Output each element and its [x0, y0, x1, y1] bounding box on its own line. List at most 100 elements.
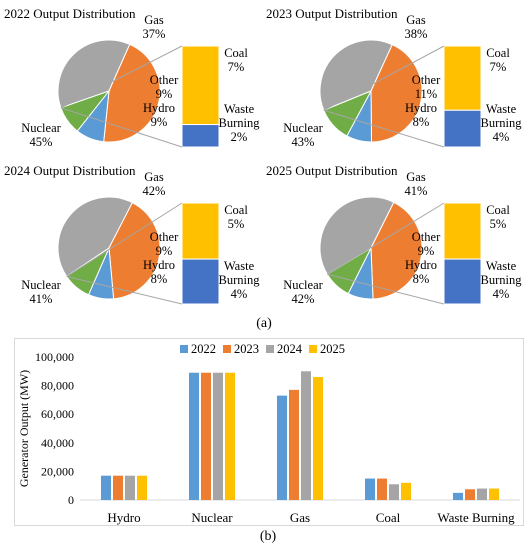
pie-slice-gas: [57, 39, 131, 109]
chart-title: 2025 Output Distribution: [266, 163, 398, 178]
bar-coal-2022: [365, 478, 375, 500]
pie-slice-gas: [57, 196, 133, 278]
bar-nuclear-2024: [213, 372, 223, 500]
slice-label-nuclear: Nuclear 43%: [283, 121, 323, 149]
slice-label-gas: Gas 42%: [142, 170, 166, 198]
breakout-bar-coal: [443, 45, 482, 111]
breakout-label-waste-burning: Waste Burning 2%: [218, 102, 260, 144]
slice-label-other: Other 11%: [411, 73, 441, 101]
connector-line: [60, 107, 183, 148]
bar-coal-2025: [401, 482, 411, 500]
pie-chart-2022: 2022 Output Distribution Gas 37% Nuclear 45…: [4, 6, 259, 161]
bar-gas-2023: [289, 389, 299, 500]
pie-svg: [319, 196, 482, 305]
y-tick-label: 0: [68, 493, 74, 507]
legend-label-2022: 2022: [191, 342, 216, 356]
connector-line: [327, 273, 445, 305]
legend-swatch-2022: [180, 345, 188, 353]
slice-label-hydro: Hydro 8%: [143, 258, 175, 286]
slice-label-nuclear: Nuclear 42%: [283, 278, 323, 306]
bar-waste-burning-2022: [453, 492, 463, 500]
connector-line: [66, 202, 183, 277]
slice-label-other: Other 9%: [149, 230, 179, 258]
breakout-bar-waste-burning: [181, 258, 220, 305]
bar-waste-burning-2023: [465, 489, 475, 500]
x-tick-label: Hydro: [107, 510, 140, 525]
breakout-bar-waste-burning: [443, 109, 482, 148]
breakout-bar-waste-burning: [443, 258, 482, 305]
pie-chart-2023: 2023 Output Distribution Gas 38% Nuclear 43…: [266, 6, 521, 161]
y-tick-label: 40,000: [41, 436, 74, 450]
legend-swatch-2024: [266, 345, 274, 353]
slice-label-hydro: Hydro 8%: [405, 258, 437, 286]
caption-a: (a): [256, 316, 272, 331]
pie-svg: [57, 39, 220, 148]
breakout-label-waste-burning: Waste Burning 4%: [480, 259, 522, 301]
breakout-label-coal: Coal 7%: [486, 46, 510, 74]
connector-line: [66, 276, 183, 305]
slice-label-other: Other 9%: [149, 73, 179, 101]
x-tick-label: Coal: [376, 510, 401, 525]
x-tick-label: Waste Burning: [437, 510, 515, 525]
y-tick-label: 80,000: [41, 379, 74, 393]
slice-label-nuclear: Nuclear 41%: [21, 278, 61, 306]
bar-gas-2025: [313, 377, 323, 500]
chart-title: 2023 Output Distribution: [266, 6, 398, 21]
pie-svg: [57, 196, 220, 305]
slice-label-nuclear: Nuclear 45%: [21, 121, 61, 149]
slice-label-other: Other 9%: [411, 230, 441, 258]
slice-label-hydro: Hydro 9%: [143, 101, 175, 129]
bar-chart: 0 20,000 40,000 60,000 80,000 100,000 Generato…: [14, 338, 524, 526]
legend-label-2024: 2024: [277, 342, 303, 356]
pie-svg: [319, 39, 482, 148]
bar-hydro-2022: [101, 475, 111, 500]
x-tick-label: Gas: [290, 510, 310, 525]
slice-label-gas: Gas 38%: [404, 13, 428, 41]
bar-nuclear-2023: [201, 372, 211, 500]
breakout-bar-waste-burning: [181, 124, 220, 148]
legend-swatch-2025: [309, 345, 317, 353]
pie-chart-2024: 2024 Output Distribution Gas 42% Nuclear 41…: [4, 163, 259, 318]
pie-slice-nuclear: [370, 201, 423, 300]
y-axis-label: Generator Output (MW): [17, 370, 31, 487]
y-tick-label: 20,000: [41, 464, 74, 478]
pie-slice-nuclear: [370, 43, 423, 143]
breakout-bar-coal: [181, 202, 220, 260]
breakout-label-coal: Coal 5%: [486, 203, 510, 231]
breakout-label-waste-burning: Waste Burning 4%: [480, 102, 522, 144]
y-tick-label: 60,000: [41, 407, 74, 421]
legend-label-2025: 2025: [320, 342, 345, 356]
breakout-label-coal: Coal 5%: [224, 203, 248, 231]
breakout-bar-coal: [443, 202, 482, 260]
bar-gas-2022: [277, 395, 287, 500]
bar-nuclear-2022: [189, 372, 199, 500]
bar-waste-burning-2024: [477, 488, 487, 500]
y-tick-label: 100,000: [35, 350, 74, 364]
bar-waste-burning-2025: [489, 488, 499, 500]
chart-title: 2022 Output Distribution: [4, 6, 136, 21]
pie-slice-gas: [319, 39, 393, 111]
bar-coal-2023: [377, 478, 387, 500]
slice-label-gas: Gas 37%: [142, 13, 166, 41]
slice-label-hydro: Hydro 8%: [405, 101, 437, 129]
slice-label-gas: Gas 41%: [404, 170, 428, 198]
pie-chart-2025: 2025 Output Distribution Gas 41% Nuclear 42…: [266, 163, 521, 318]
bar-hydro-2023: [113, 475, 123, 500]
chart-title: 2024 Output Distribution: [4, 163, 136, 178]
x-tick-label: Nuclear: [191, 510, 233, 525]
bar-hydro-2025: [137, 475, 147, 500]
bar-chart-svg: 0 20,000 40,000 60,000 80,000 100,000 Generato…: [17, 342, 520, 525]
connector-line: [323, 109, 445, 148]
legend-swatch-2023: [223, 345, 231, 353]
breakout-label-coal: Coal 7%: [224, 46, 248, 74]
legend-label-2023: 2023: [234, 342, 259, 356]
bar-coal-2024: [389, 484, 399, 500]
connector-line: [60, 45, 183, 109]
caption-b: (b): [259, 529, 277, 544]
pie-slice-gas: [319, 196, 395, 275]
connector-line: [327, 202, 445, 275]
bar-gas-2024: [301, 371, 311, 500]
breakout-label-waste-burning: Waste Burning 4%: [218, 259, 260, 301]
pie-slice-nuclear: [108, 201, 161, 300]
bar-nuclear-2025: [225, 372, 235, 500]
